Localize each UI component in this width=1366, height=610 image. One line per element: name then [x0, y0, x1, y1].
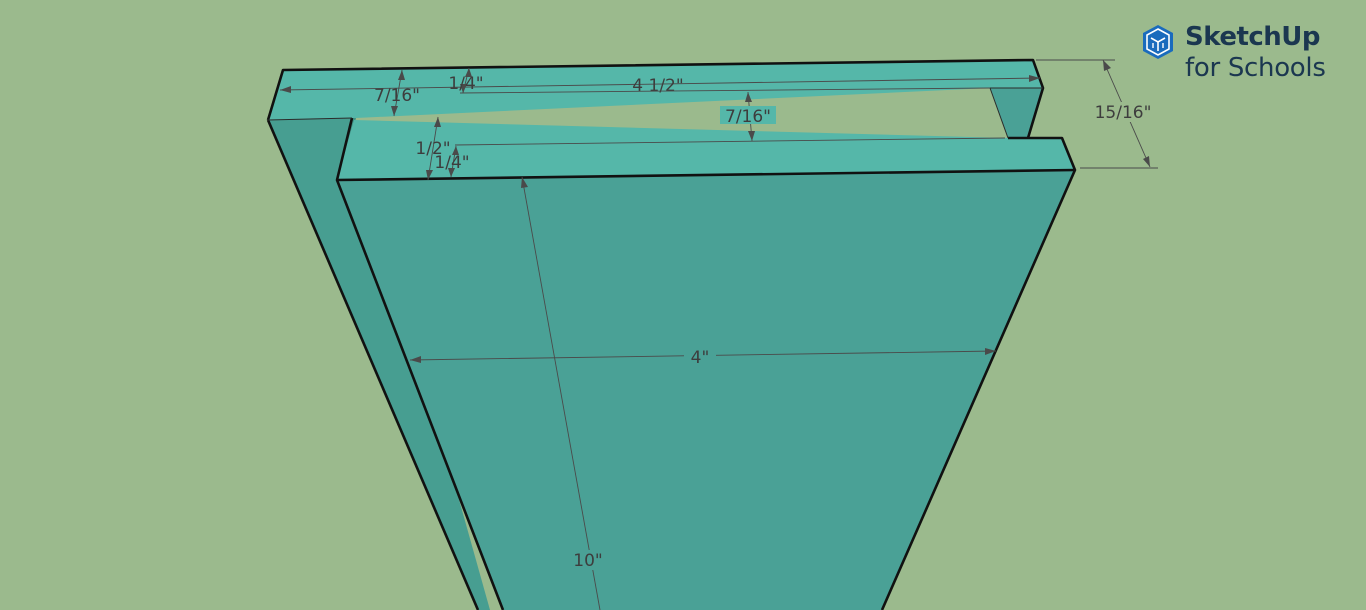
- sketchup-cube-icon: [1143, 25, 1173, 59]
- dimension-length[interactable]: 10": [521, 176, 606, 610]
- outer-edge-left-down: [266, 119, 480, 610]
- front-board-face: [337, 170, 1075, 610]
- dimension-lip-depth[interactable]: 7/16": [374, 69, 420, 117]
- back-board-left-face: [268, 118, 490, 610]
- label-step-top: 1/4": [448, 74, 483, 94]
- notch-right-wall: [990, 88, 1043, 138]
- label-front-width: 4": [691, 348, 710, 368]
- label-width-top: 4 1/2": [632, 76, 683, 96]
- dimension-step-top[interactable]: 1/4": [448, 67, 991, 94]
- front-top-edge: [880, 136, 1077, 610]
- dimension-lip-depth-inner[interactable]: 7/16": [720, 91, 776, 142]
- label-step-mid: 1/2": [415, 139, 450, 159]
- label-length: 10": [573, 551, 602, 571]
- dimension-step-mid[interactable]: 1/2": [415, 116, 451, 181]
- notch-inner-edge: [989, 87, 1009, 139]
- sketchup-logo: SketchUp for Schools: [1141, 24, 1326, 81]
- logo-subtitle-text: for Schools: [1185, 53, 1326, 83]
- dimension-total-thickness[interactable]: 15/16": [1036, 59, 1158, 169]
- label-total-thickness: 15/16": [1095, 103, 1152, 123]
- dimension-front-width[interactable]: 4": [409, 347, 997, 368]
- logo-brand-text: SketchUp: [1185, 22, 1321, 52]
- label-step-low: 1/4": [434, 153, 469, 173]
- label-lip-depth-inner: 7/16": [725, 107, 771, 127]
- label-lip-depth: 7/16": [374, 86, 420, 106]
- front-top-left-edge: [336, 168, 1076, 182]
- outer-edge-left: [266, 58, 1045, 139]
- dimension-step-low[interactable]: 1/4": [434, 137, 1006, 178]
- back-lip-top-face: [268, 60, 1043, 138]
- back-lip-inner-edge: [267, 117, 353, 121]
- front-board-top-face: [337, 120, 1075, 180]
